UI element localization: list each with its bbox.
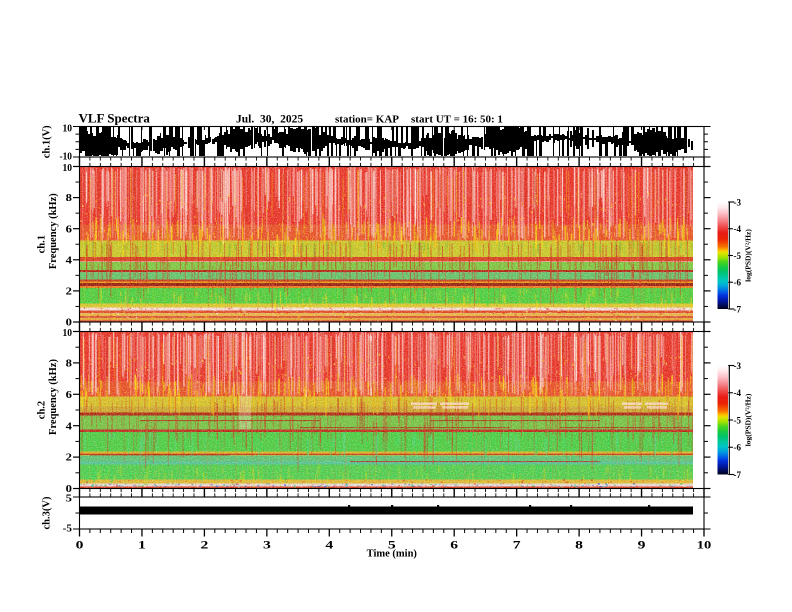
svg-text:6: 6 bbox=[66, 390, 72, 401]
svg-text:6: 6 bbox=[66, 224, 72, 235]
svg-text:log(PSD)(V²/Hz): log(PSD)(V²/Hz) bbox=[744, 393, 753, 446]
svg-text:10: 10 bbox=[63, 124, 73, 135]
svg-text:log(PSD)(V²/Hz): log(PSD)(V²/Hz) bbox=[744, 229, 753, 282]
svg-text:-6: -6 bbox=[734, 443, 742, 453]
svg-text:7: 7 bbox=[513, 540, 521, 552]
svg-text:5: 5 bbox=[388, 540, 396, 552]
svg-text:8: 8 bbox=[575, 540, 583, 552]
svg-text:4: 4 bbox=[325, 540, 333, 552]
svg-text:-3: -3 bbox=[734, 361, 742, 371]
svg-text:2: 2 bbox=[66, 453, 72, 464]
svg-text:Frequency (kHz): Frequency (kHz) bbox=[48, 193, 59, 269]
svg-text:1: 1 bbox=[138, 540, 146, 552]
svg-text:Frequency (kHz): Frequency (kHz) bbox=[48, 359, 59, 435]
svg-text:9: 9 bbox=[638, 540, 646, 552]
svg-text:-3: -3 bbox=[734, 197, 742, 207]
svg-text:4: 4 bbox=[66, 421, 73, 432]
svg-text:-4: -4 bbox=[734, 388, 742, 398]
svg-text:10: 10 bbox=[63, 328, 73, 339]
svg-text:5: 5 bbox=[66, 494, 72, 505]
svg-text:4: 4 bbox=[66, 255, 73, 266]
svg-text:8: 8 bbox=[66, 359, 72, 370]
svg-text:0: 0 bbox=[66, 484, 72, 495]
svg-text:-10: -10 bbox=[60, 152, 73, 163]
svg-text:VLF Spectra: VLF Spectra bbox=[79, 111, 151, 126]
svg-text:-6: -6 bbox=[734, 278, 742, 288]
svg-text:-5: -5 bbox=[734, 415, 742, 425]
svg-text:10: 10 bbox=[63, 163, 73, 174]
svg-text:-7: -7 bbox=[734, 304, 742, 314]
svg-text:2: 2 bbox=[201, 540, 209, 552]
svg-text:10: 10 bbox=[697, 540, 712, 552]
svg-text:-5: -5 bbox=[734, 251, 742, 261]
svg-text:-7: -7 bbox=[734, 470, 742, 480]
svg-text:ch.1: ch.1 bbox=[37, 235, 48, 253]
svg-text:ch.3(V): ch.3(V) bbox=[42, 496, 53, 529]
svg-text:station= KAP: station= KAP bbox=[335, 114, 399, 126]
svg-text:0: 0 bbox=[66, 318, 72, 329]
svg-text:3: 3 bbox=[263, 540, 271, 552]
svg-text:ch.1(V): ch.1(V) bbox=[42, 125, 53, 158]
svg-text:0: 0 bbox=[76, 540, 84, 552]
svg-text:-4: -4 bbox=[734, 224, 742, 234]
svg-text:8: 8 bbox=[66, 193, 72, 204]
svg-text:Jul. 30, 2025: Jul. 30, 2025 bbox=[236, 114, 303, 126]
svg-text:-5: -5 bbox=[63, 524, 72, 535]
svg-text:2: 2 bbox=[66, 287, 72, 298]
svg-text:Time (min): Time (min) bbox=[367, 549, 418, 560]
svg-text:ch.2: ch.2 bbox=[37, 401, 48, 419]
svg-text:6: 6 bbox=[450, 540, 458, 552]
svg-text:start UT = 16: 50: 1: start UT = 16: 50: 1 bbox=[411, 114, 503, 126]
